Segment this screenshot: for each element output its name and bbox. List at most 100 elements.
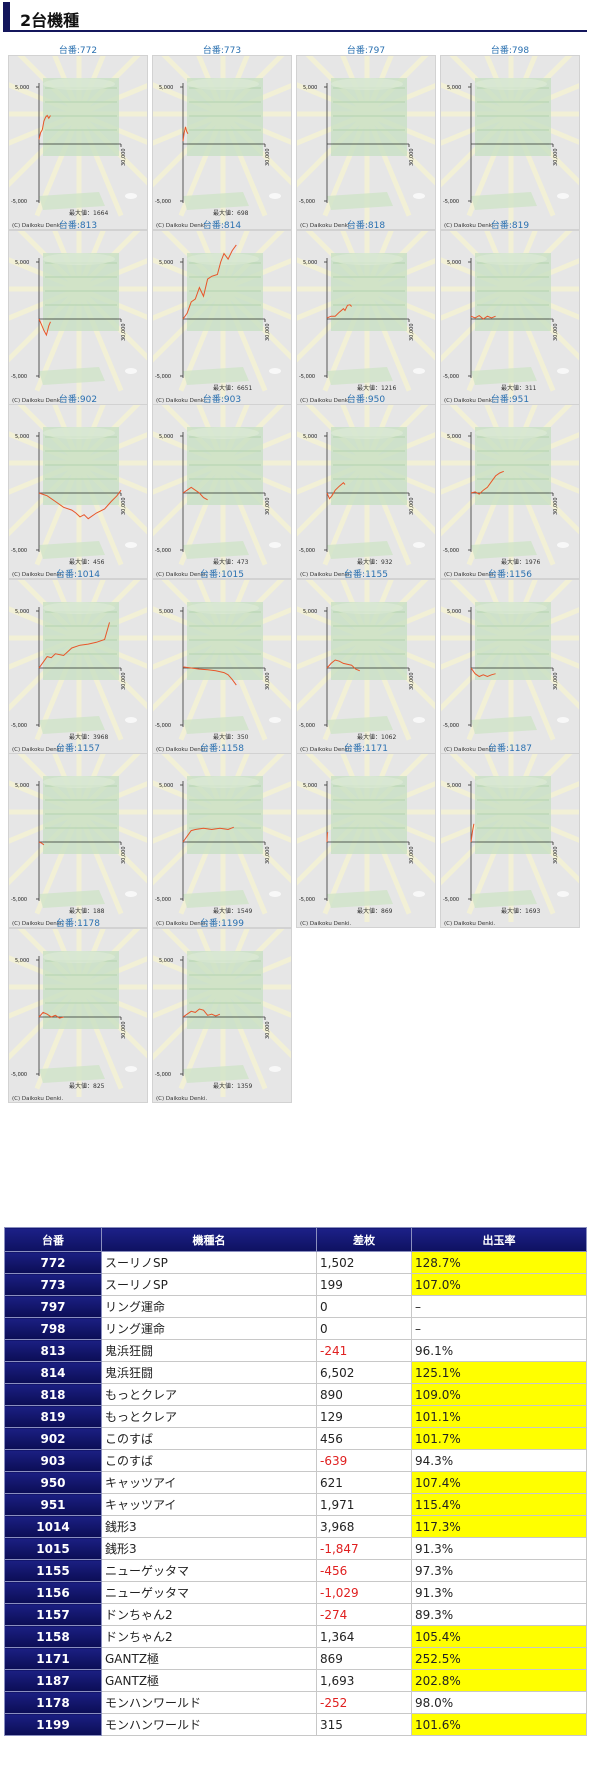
slump-graph-svg: 5,000 -5,000 30,000 最大値：869 (C) Daikoku Denk… bbox=[297, 754, 435, 927]
machine-number-link[interactable]: 台番:813 bbox=[58, 220, 98, 231]
machine-name-cell: このすば bbox=[101, 1449, 317, 1472]
max-value-label: 最大値：932 bbox=[357, 558, 393, 566]
y-axis-top-label: 5,000 bbox=[15, 260, 29, 266]
copyright-text: (C) Daikoku Denki. bbox=[444, 747, 495, 753]
machine-number-link[interactable]: 台番:1158 bbox=[200, 744, 244, 754]
machine-number-link[interactable]: 台番:951 bbox=[490, 395, 530, 405]
slump-line bbox=[38, 318, 51, 336]
slump-graph-svg: 5,000 -5,000 30,000 最大値：456 (C) Daikoku Denk… bbox=[9, 405, 147, 578]
diff-cell: 129 bbox=[316, 1405, 412, 1428]
machine-number-link[interactable]: 台番:1187 bbox=[488, 744, 532, 754]
y-axis-top-label: 5,000 bbox=[303, 260, 317, 266]
x-axis-max-label: 30,000 bbox=[121, 847, 127, 865]
table-row: 773 スーリノSP 199 107.0% bbox=[4, 1273, 587, 1296]
slump-graph: 5,000 -5,000 30,000 最大値：1664 (C) Daikoku Den… bbox=[8, 55, 148, 230]
y-axis-bottom-label: -5,000 bbox=[299, 548, 315, 554]
machine-number-link[interactable]: 台番:950 bbox=[346, 395, 386, 405]
copyright-text: (C) Daikoku Denki. bbox=[444, 921, 495, 927]
max-value-label: 最大値：311 bbox=[501, 384, 537, 392]
x-axis-max-label: 30,000 bbox=[409, 672, 415, 690]
machine-name-cell: もっとクレア bbox=[101, 1405, 317, 1428]
rate-cell: 98.0% bbox=[411, 1691, 587, 1714]
copyright-text: (C) Daikoku Denki. bbox=[300, 921, 351, 927]
rate-cell: 117.3% bbox=[411, 1515, 587, 1538]
diff-cell: -1,029 bbox=[316, 1581, 412, 1604]
machine-number-link[interactable]: 台番:773 bbox=[202, 46, 242, 56]
max-value-label: 最大値：473 bbox=[213, 558, 249, 566]
rate-cell: 101.6% bbox=[411, 1713, 587, 1736]
slump-line bbox=[326, 658, 360, 671]
slump-graph-svg: 5,000 -5,000 30,000 最大値：1062 (C) Daikoku Den… bbox=[297, 579, 435, 753]
table-row: 1015 銭形3 -1,847 91.3% bbox=[4, 1537, 587, 1560]
rate-cell: 125.1% bbox=[411, 1361, 587, 1384]
y-axis-bottom-label: -5,000 bbox=[11, 548, 27, 554]
machine-number-link[interactable]: 台番:903 bbox=[202, 395, 242, 405]
machine-number-link[interactable]: 台番:1171 bbox=[344, 744, 388, 754]
y-axis-top-label: 5,000 bbox=[447, 260, 461, 266]
slump-line bbox=[326, 303, 352, 318]
slump-graph-svg: 5,000 -5,000 30,000 最大値：3968 (C) Daikoku Den… bbox=[9, 579, 147, 753]
diff-cell: 0 bbox=[316, 1317, 412, 1340]
copyright-text: (C) Daikoku Denki. bbox=[300, 398, 351, 404]
table-row: 951 キャッツアイ 1,971 115.4% bbox=[4, 1493, 587, 1516]
copyright-text: (C) Daikoku Denki. bbox=[156, 1096, 207, 1102]
y-axis-top-label: 5,000 bbox=[303, 609, 317, 615]
y-axis-top-label: 5,000 bbox=[15, 85, 29, 91]
machine-number-cell: 772 bbox=[4, 1251, 102, 1274]
diff-cell: 1,971 bbox=[316, 1493, 412, 1516]
diff-cell: 0 bbox=[316, 1295, 412, 1318]
machine-number-link[interactable]: 台番:814 bbox=[202, 220, 242, 231]
machine-number-link[interactable]: 台番:819 bbox=[490, 220, 530, 231]
copyright-text: (C) Daikoku Denki. bbox=[156, 747, 207, 753]
slump-graph-svg: 5,000 -5,000 30,000 最大値：6651 (C) Daikoku Den… bbox=[153, 230, 291, 404]
y-axis-bottom-label: -5,000 bbox=[11, 1072, 27, 1078]
graph-background-art bbox=[441, 230, 579, 399]
table-row: 814 鬼浜狂闘 6,502 125.1% bbox=[4, 1361, 587, 1384]
machine-number-link[interactable]: 台番:797 bbox=[346, 46, 386, 56]
machine-name-cell: キャッツアイ bbox=[101, 1471, 317, 1494]
y-axis-top-label: 5,000 bbox=[15, 958, 29, 964]
graph-cell: 台番:1187 5,000 -5,000 30,000 最大値：1693 (C) Daik… bbox=[438, 738, 582, 934]
y-axis-top-label: 5,000 bbox=[15, 783, 29, 789]
graph-background-art bbox=[9, 754, 147, 922]
y-axis-top-label: 5,000 bbox=[303, 434, 317, 440]
machine-number-link[interactable]: 台番:818 bbox=[346, 220, 386, 231]
rate-cell: 109.0% bbox=[411, 1383, 587, 1406]
machine-number-link[interactable]: 台番:1156 bbox=[488, 569, 532, 580]
slump-graph-svg: 5,000 -5,000 30,000 最大値：350 (C) Daikoku Denk… bbox=[153, 579, 291, 753]
machine-number-link[interactable]: 台番:1199 bbox=[200, 918, 244, 929]
machine-name-cell: スーリノSP bbox=[101, 1251, 317, 1274]
graph-background-art bbox=[441, 754, 579, 922]
max-value-label: 最大値：1664 bbox=[69, 209, 108, 217]
copyright-text: (C) Daikoku Denki. bbox=[444, 223, 495, 229]
y-axis-top-label: 5,000 bbox=[303, 783, 317, 789]
rate-cell: 91.3% bbox=[411, 1537, 587, 1560]
rate-cell: 94.3% bbox=[411, 1449, 587, 1472]
y-axis-top-label: 5,000 bbox=[447, 85, 461, 91]
slump-line bbox=[326, 482, 346, 500]
y-axis-top-label: 5,000 bbox=[159, 434, 173, 440]
slump-graph-svg: 5,000 -5,000 30,000 最大値：1693 (C) Daikoku Den… bbox=[441, 754, 579, 927]
graph-background-art bbox=[441, 405, 579, 573]
diff-cell: 1,502 bbox=[316, 1251, 412, 1274]
machine-number-link[interactable]: 台番:1178 bbox=[56, 918, 100, 929]
machine-number-link[interactable]: 台番:902 bbox=[58, 395, 98, 405]
machine-number-link[interactable]: 台番:772 bbox=[58, 46, 98, 56]
col-header-rate: 出玉率 bbox=[411, 1227, 587, 1252]
machine-number-link[interactable]: 台番:1157 bbox=[56, 744, 100, 754]
graph-cell: 台番:813 5,000 -5,000 30,000 (C) Daikoku Denki… bbox=[6, 215, 150, 411]
rate-cell: 107.4% bbox=[411, 1471, 587, 1494]
graph-background-art bbox=[441, 579, 579, 748]
slump-line bbox=[326, 832, 329, 843]
rate-cell: 105.4% bbox=[411, 1625, 587, 1648]
x-axis-max-label: 30,000 bbox=[409, 323, 415, 341]
max-value-label: 最大値：1216 bbox=[357, 384, 396, 392]
y-axis-bottom-label: -5,000 bbox=[11, 723, 27, 729]
machine-number-link[interactable]: 台番:1014 bbox=[56, 569, 100, 580]
table-row: 1187 GANTZ極 1,693 202.8% bbox=[4, 1669, 587, 1692]
copyright-text: (C) Daikoku Denki. bbox=[300, 572, 351, 578]
machine-number-link[interactable]: 台番:1015 bbox=[200, 569, 244, 580]
max-value-label: 最大値：1976 bbox=[501, 558, 540, 566]
machine-number-link[interactable]: 台番:1155 bbox=[344, 569, 388, 580]
machine-number-link[interactable]: 台番:798 bbox=[490, 46, 530, 56]
